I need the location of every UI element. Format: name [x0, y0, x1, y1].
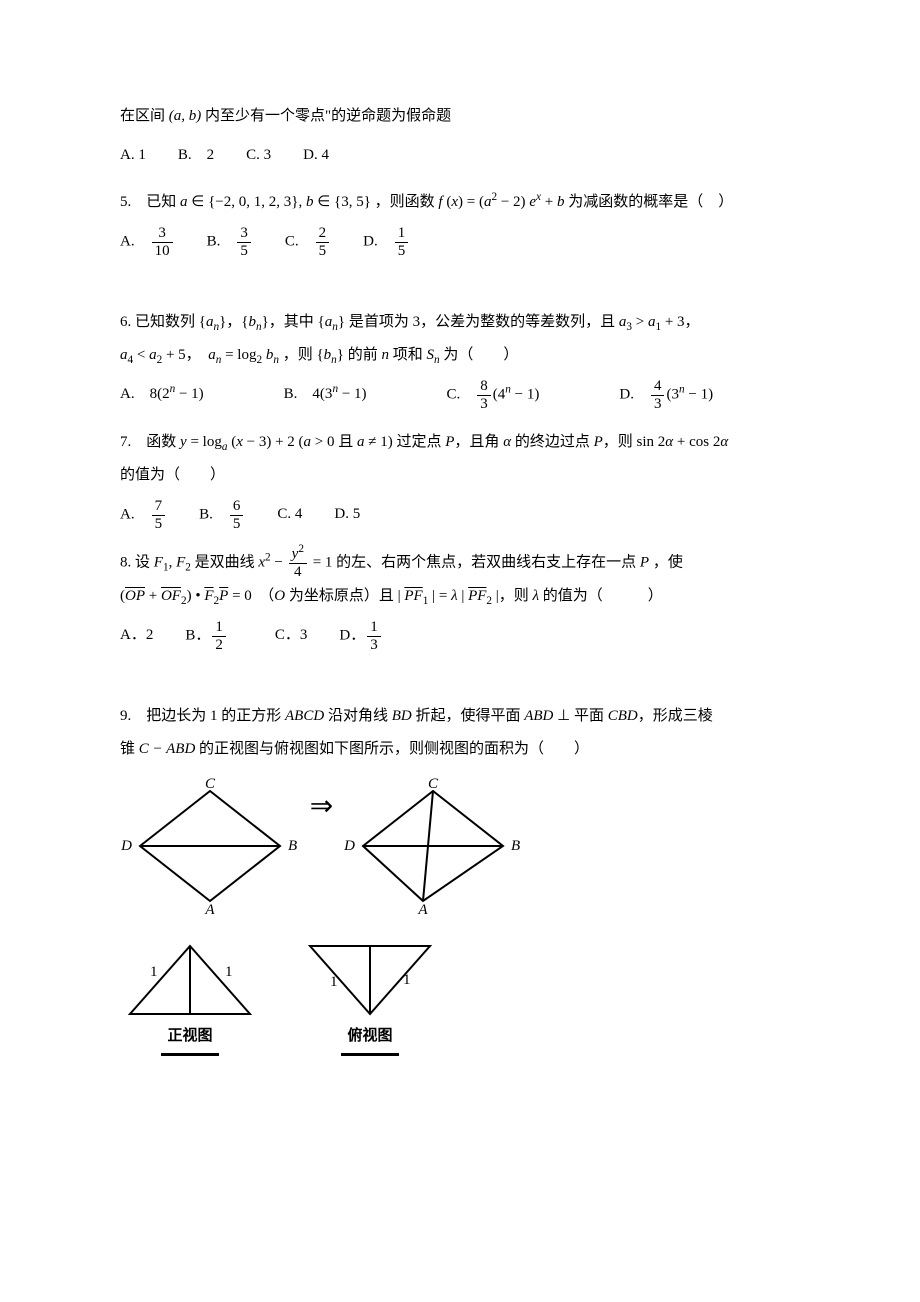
arrow-icon: ⇒: [310, 791, 333, 822]
q6-c-den: 3: [477, 396, 491, 413]
front-label-1-right: 1: [225, 964, 233, 980]
q5-a-num: 3: [152, 225, 173, 243]
label-d2: D: [343, 838, 355, 854]
q7-b-num: 6: [230, 498, 244, 516]
q7-a-num: 7: [152, 498, 166, 516]
q4-d-value: 4: [321, 147, 329, 163]
q6-line2: a4 < a2 + 5， an = log2 bn ，则 {bn} 的前 n 项…: [120, 339, 800, 372]
q8-option-b[interactable]: B．12: [185, 619, 228, 653]
label-c: C: [205, 776, 216, 792]
q7-option-b[interactable]: B. 65: [199, 498, 245, 532]
q4-option-c[interactable]: C. 3: [246, 139, 271, 172]
q8-options: A．2 B．12 C．3 D．13: [120, 619, 800, 653]
q6-option-a[interactable]: A. 8(2n − 1): [120, 378, 204, 412]
q6-option-b[interactable]: B. 4(3n − 1): [284, 378, 367, 412]
q4-b-value: 2: [207, 147, 215, 163]
label-b2: B: [511, 838, 520, 854]
question-7: 7. 函数 y = loga (x − 3) + 2 (a > 0 且 a ≠ …: [120, 426, 800, 532]
q5-option-d[interactable]: D. 15: [363, 225, 410, 259]
q9-diagrams: C D B A ⇒ C D B A 1 1 正视图: [120, 776, 800, 1056]
q8-b-num: 1: [212, 619, 226, 637]
q8-d-den: 3: [367, 637, 381, 654]
question-5: 5. 已知 a ∈ {−2, 0, 1, 2, 3}, b ∈ {3, 5} ，…: [120, 186, 800, 259]
q8-option-c[interactable]: C．3: [260, 619, 308, 653]
q5-d-den: 5: [395, 243, 409, 260]
q5-b-den: 5: [237, 243, 251, 260]
question-6: 6. 已知数列 {an}，{bn}，其中 {an} 是首项为 3，公差为整数的等…: [120, 306, 800, 412]
q8-option-a[interactable]: A．2: [120, 619, 153, 653]
q4-option-d[interactable]: D. 4: [303, 139, 329, 172]
q9-diagram-fold: C D B A: [343, 776, 523, 916]
q4-a-value: 1: [138, 147, 146, 163]
q6-d-num: 4: [651, 378, 665, 396]
q9-line2: 锥 C − ABD 的正视图与俯视图如下图所示，则侧视图的面积为（ ）: [120, 733, 800, 766]
top-label-1-right: 1: [403, 972, 411, 988]
q7-line1: 7. 函数 y = loga (x − 3) + 2 (a > 0 且 a ≠ …: [120, 426, 800, 459]
q7-b-den: 5: [230, 516, 244, 533]
q9-line1: 9. 把边长为 1 的正方形 ABCD 沿对角线 BD 折起，使得平面 ABD …: [120, 700, 800, 733]
q7-option-c[interactable]: C. 4: [277, 498, 302, 532]
q5-options: A. 310 B. 35 C. 25 D. 15: [120, 225, 800, 259]
q6-option-d[interactable]: D. 43(3n − 1): [619, 378, 713, 412]
label-c2: C: [428, 776, 439, 792]
q8-a-value: 2: [146, 627, 154, 643]
q7-d-value: 5: [353, 506, 361, 522]
q8-line2: (OP + OF2) • F2P = 0 （O 为坐标原点）且 | PF1 | …: [120, 580, 800, 613]
question-4: 在区间 (a, b) 内至少有一个零点"的逆命题为假命题 A. 1 B. 2 C…: [120, 100, 800, 172]
q4-stem-tail: 在区间 (a, b) 内至少有一个零点"的逆命题为假命题: [120, 100, 800, 133]
q5-c-num: 2: [316, 225, 330, 243]
top-view-label: 俯视图: [341, 1020, 398, 1056]
label-d: D: [120, 838, 132, 854]
top-label-1-left: 1: [330, 974, 338, 990]
question-9: 9. 把边长为 1 的正方形 ABCD 沿对角线 BD 折起，使得平面 ABD …: [120, 700, 800, 1056]
top-view-svg: 1 1: [300, 934, 440, 1024]
q4-option-b[interactable]: B. 2: [178, 139, 214, 172]
q9-top-view: 1 1 俯视图: [300, 934, 440, 1056]
q5-c-den: 5: [316, 243, 330, 260]
q5-option-a[interactable]: A. 310: [120, 225, 175, 259]
q6-c-num: 8: [477, 378, 491, 396]
q5-d-num: 1: [395, 225, 409, 243]
label-a2: A: [417, 902, 428, 916]
q6-options: A. 8(2n − 1) B. 4(3n − 1) C. 83(4n − 1) …: [120, 378, 800, 412]
q6-line1: 6. 已知数列 {an}，{bn}，其中 {an} 是首项为 3，公差为整数的等…: [120, 306, 800, 339]
q5-option-c[interactable]: C. 25: [285, 225, 331, 259]
q5-b-num: 3: [237, 225, 251, 243]
label-b: B: [288, 838, 297, 854]
q8-option-d[interactable]: D．13: [339, 619, 382, 653]
q7-options: A. 75 B. 65 C. 4 D. 5: [120, 498, 800, 532]
q8-b-den: 2: [212, 637, 226, 654]
q9-front-view: 1 1 正视图: [120, 934, 260, 1056]
q5-stem: 5. 已知 a ∈ {−2, 0, 1, 2, 3}, b ∈ {3, 5} ，…: [120, 186, 800, 219]
q6-option-c[interactable]: C. 83(4n − 1): [447, 378, 540, 412]
q8-line1: 8. 设 F1, F2 是双曲线 x2 − y24 = 1 的左、右两个焦点，若…: [120, 546, 800, 580]
front-view-svg: 1 1: [120, 934, 260, 1024]
q8-c-value: 3: [300, 627, 308, 643]
q7-option-a[interactable]: A. 75: [120, 498, 167, 532]
question-8: 8. 设 F1, F2 是双曲线 x2 − y24 = 1 的左、右两个焦点，若…: [120, 546, 800, 653]
q6-d-den: 3: [651, 396, 665, 413]
q4-option-a[interactable]: A. 1: [120, 139, 146, 172]
front-label-1-left: 1: [150, 964, 158, 980]
q7-a-den: 5: [152, 516, 166, 533]
q7-c-value: 4: [295, 506, 303, 522]
q7-option-d[interactable]: D. 5: [334, 498, 360, 532]
front-view-label: 正视图: [161, 1020, 218, 1056]
q8-d-num: 1: [367, 619, 381, 637]
q5-a-den: 10: [152, 243, 173, 260]
q4-c-value: 3: [264, 147, 272, 163]
q5-option-b[interactable]: B. 35: [207, 225, 253, 259]
q9-views-row: 1 1 正视图 1 1 俯视图: [120, 934, 800, 1056]
q7-line2: 的值为（ ）: [120, 459, 800, 492]
q4-options: A. 1 B. 2 C. 3 D. 4: [120, 139, 800, 172]
q8-frac-den: 4: [289, 564, 307, 581]
q9-diagram-square: C D B A: [120, 776, 300, 916]
label-a: A: [204, 902, 215, 916]
